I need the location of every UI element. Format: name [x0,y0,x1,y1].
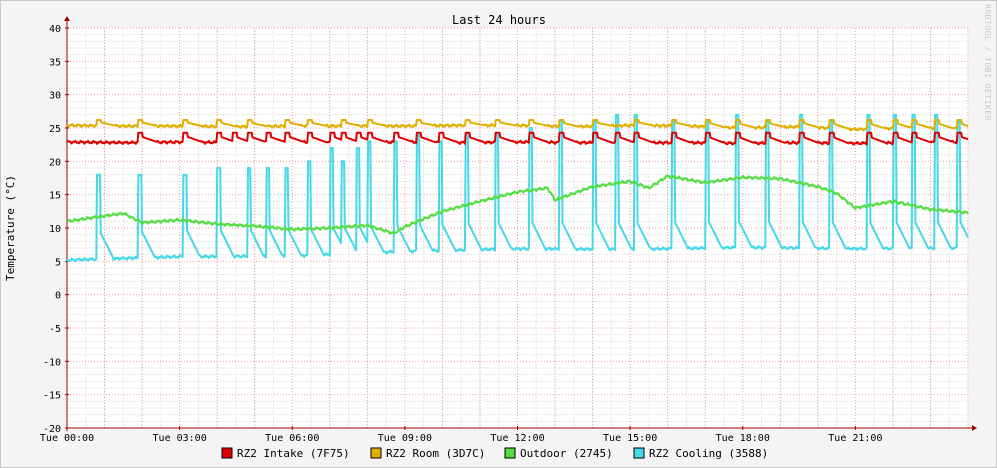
y-axis-label: Temperature (°C) [4,175,17,281]
series-line [66,174,969,235]
series-line [66,131,969,146]
y-tick-label: 40 [49,24,61,35]
y-tick-label: 10 [49,224,61,235]
watermark: RRDTOOL / TOBI OETIKER [983,4,992,121]
legend-swatch [504,447,516,459]
x-tick-label: Tue 21:00 [828,433,882,444]
y-tick-label: 15 [49,191,61,202]
y-tick-label: 0 [55,291,61,302]
legend-swatch [221,447,233,459]
y-tick-label: 35 [49,57,61,68]
legend-label: RZ2 Intake (7F75) [237,447,350,460]
y-tick-label: 20 [49,157,61,168]
legend-label: Outdoor (2745) [520,447,613,460]
series-lines [66,113,969,263]
y-tick-label: -10 [43,357,61,368]
legend-label: RZ2 Cooling (3588) [649,447,768,460]
x-tick-label: Tue 06:00 [265,433,319,444]
x-tick-label: Tue 03:00 [153,433,207,444]
x-tick-label: Tue 18:00 [716,433,770,444]
series-line [66,113,969,263]
y-tick-label: -20 [43,424,61,435]
x-tick-label: Tue 15:00 [603,433,657,444]
chart-title: Last 24 hours [452,13,546,27]
y-axis-arrow [64,16,70,21]
y-tick-label: -5 [49,324,61,335]
legend-label: RZ2 Room (3D7C) [386,447,485,460]
x-tick-label: Tue 00:00 [40,433,94,444]
x-tick-label: Tue 09:00 [378,433,432,444]
legend-swatch [370,447,382,459]
y-tick-label: 30 [49,91,61,102]
y-tick-label: -15 [43,391,61,402]
y-tick-label: 5 [55,257,61,268]
y-tick-label: 25 [49,124,61,135]
x-tick-label: Tue 12:00 [490,433,544,444]
series-line [66,119,969,132]
x-axis-arrow [972,425,977,431]
legend-swatch [633,447,645,459]
legend: RZ2 Intake (7F75) RZ2 Room (3D7C) Outdoor … [221,447,768,460]
